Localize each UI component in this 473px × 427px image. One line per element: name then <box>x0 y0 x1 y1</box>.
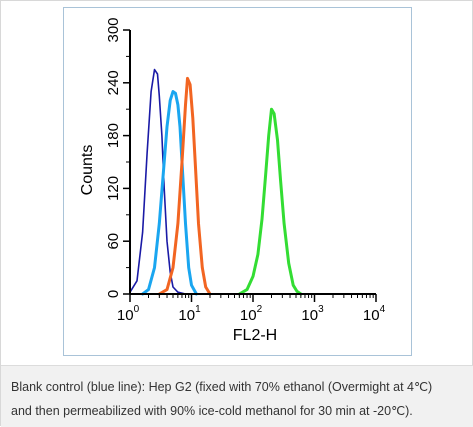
caption-line-1: Blank control (blue line): Hep G2 (fixed… <box>11 380 433 394</box>
series-line-1 <box>129 68 187 295</box>
series-group <box>129 68 303 296</box>
x-tick-label: 103 <box>301 304 324 324</box>
x-tick-label: 102 <box>240 304 263 324</box>
x-axis-title: FL2-H <box>233 327 277 344</box>
figure-caption: Blank control (blue line): Hep G2 (fixed… <box>1 365 473 427</box>
y-tick-label: 0 <box>105 290 122 298</box>
x-tick-label: 101 <box>178 304 201 324</box>
series-line-2 <box>141 90 198 296</box>
chart-frame: 0 60 120 180 240 300 100 101 102 103 104 Counts FL… <box>63 7 412 356</box>
flow-histogram-chart: 0 60 120 180 240 300 100 101 102 103 104 Counts FL… <box>79 17 386 344</box>
x-tick-label: 100 <box>117 304 140 324</box>
axes-group: 0 60 120 180 240 300 100 101 102 103 104 <box>105 17 386 324</box>
caption-line-2: and then permeabilized with 90% ice-cold… <box>11 404 413 418</box>
y-tick-label: 120 <box>105 176 122 201</box>
y-tick-label: 300 <box>105 17 122 42</box>
series-line-3 <box>157 76 212 296</box>
y-tick-label: 60 <box>105 233 122 250</box>
x-tick-label: 104 <box>363 304 386 324</box>
y-axis-title: Counts <box>79 145 96 196</box>
y-tick-label: 180 <box>105 123 122 148</box>
y-tick-label: 240 <box>105 70 122 95</box>
series-line-4 <box>237 107 303 296</box>
